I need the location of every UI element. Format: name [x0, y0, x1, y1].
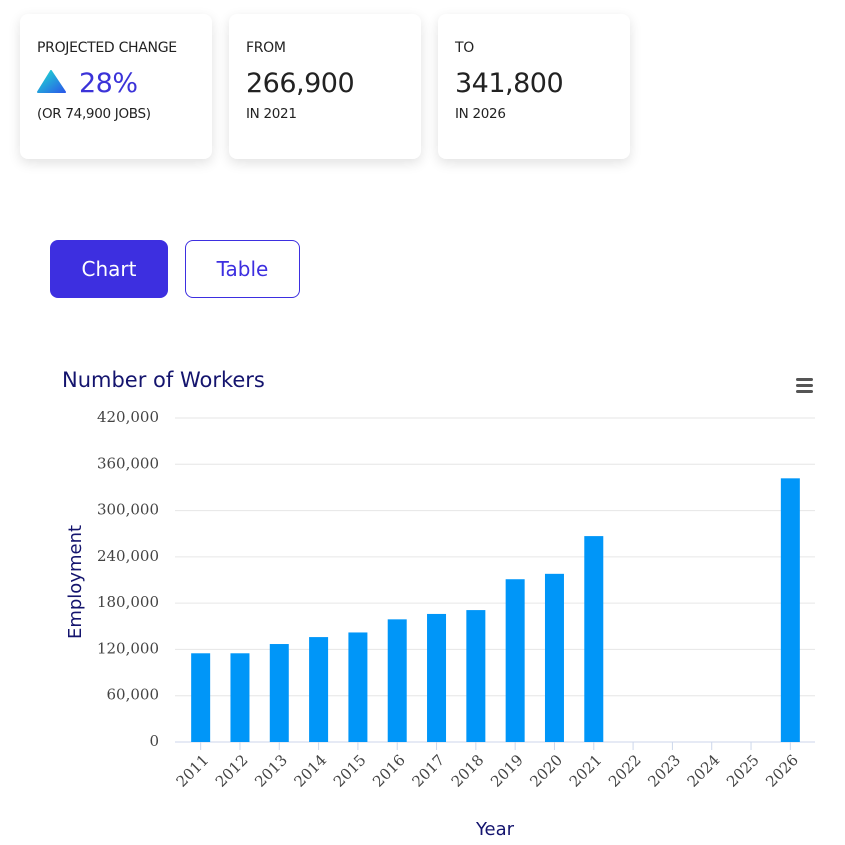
card-label: FROM [246, 40, 286, 56]
bar [309, 637, 329, 742]
x-tick-label: 2015 [330, 751, 370, 791]
y-tick-label: 300,000 [97, 501, 159, 519]
x-tick-label: 2024 [684, 751, 724, 791]
x-tick-label: 2018 [448, 751, 488, 791]
bar [544, 573, 564, 742]
menu-line [796, 378, 813, 381]
y-tick-label: 360,000 [97, 454, 159, 472]
card-sub: IN 2021 [246, 106, 297, 122]
table-button[interactable]: Table [185, 240, 300, 298]
x-tick-label: 2019 [487, 751, 527, 791]
chart-title: Number of Workers [62, 368, 265, 392]
x-tick-label: 2023 [644, 751, 684, 791]
stat-card: FROM 266,900 IN 2021 [229, 14, 421, 159]
card-sub: IN 2026 [455, 106, 506, 122]
x-tick-label: 2021 [566, 751, 606, 791]
card-value-row: 28% [37, 68, 212, 102]
menu-line [796, 390, 813, 393]
y-axis-title: Employment [65, 525, 86, 639]
card-label: TO [455, 40, 474, 56]
bar [505, 579, 525, 742]
card-sub: (OR 74,900 JOBS) [37, 106, 151, 122]
y-tick-label: 180,000 [97, 593, 159, 611]
chart-button[interactable]: Chart [50, 240, 168, 298]
bar [387, 619, 407, 742]
bar [584, 536, 604, 742]
x-tick-label: 2013 [251, 751, 291, 791]
bar [230, 653, 250, 742]
bar [348, 632, 368, 742]
y-tick-label: 0 [149, 732, 159, 750]
bar [466, 610, 486, 742]
card-value: 28% [79, 68, 138, 99]
menu-line [796, 384, 813, 387]
x-tick-label: 2025 [723, 751, 763, 791]
stat-card: TO 341,800 IN 2026 [438, 14, 630, 159]
y-tick-label: 420,000 [97, 408, 159, 426]
card-label: PROJECTED CHANGE [37, 40, 177, 56]
bar [269, 644, 289, 742]
x-axis-title: Year [475, 819, 515, 840]
y-tick-label: 60,000 [107, 686, 160, 704]
card-value: 341,800 [455, 68, 564, 99]
bar [780, 478, 800, 742]
x-tick-label: 2016 [369, 751, 409, 791]
menu-icon[interactable] [796, 378, 813, 393]
stat-card: PROJECTED CHANGE 28% (OR 74,900 JOBS) [20, 14, 212, 159]
x-tick-label: 2017 [408, 751, 448, 791]
x-tick-label: 2026 [762, 751, 802, 791]
x-tick-label: 2020 [526, 751, 566, 791]
y-tick-label: 120,000 [97, 639, 159, 657]
card-value: 266,900 [246, 68, 355, 99]
y-tick-label: 240,000 [97, 547, 159, 565]
x-tick-label: 2011 [173, 751, 213, 791]
bar [191, 653, 211, 742]
x-tick-label: 2012 [212, 751, 252, 791]
x-tick-label: 2014 [291, 751, 331, 791]
bar [427, 613, 447, 742]
up-icon [37, 70, 66, 93]
x-tick-label: 2022 [605, 751, 645, 791]
